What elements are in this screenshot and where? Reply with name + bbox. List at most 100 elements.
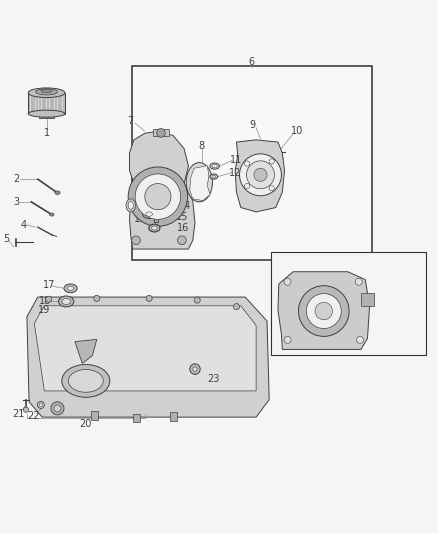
Circle shape — [51, 402, 64, 415]
Polygon shape — [27, 297, 269, 417]
Circle shape — [244, 161, 250, 166]
Ellipse shape — [212, 164, 217, 168]
Ellipse shape — [59, 296, 74, 307]
Polygon shape — [190, 166, 210, 200]
Circle shape — [177, 236, 186, 245]
Bar — [155, 203, 161, 211]
Circle shape — [132, 236, 141, 245]
Text: 3: 3 — [341, 252, 346, 261]
Circle shape — [146, 295, 152, 302]
Text: 8: 8 — [198, 141, 205, 151]
Polygon shape — [34, 306, 256, 391]
Circle shape — [94, 295, 100, 302]
Text: 4: 4 — [377, 305, 382, 314]
Text: 2: 2 — [14, 174, 20, 184]
Circle shape — [135, 174, 180, 220]
Text: 15: 15 — [176, 212, 188, 222]
Bar — [133, 414, 140, 422]
Text: 17: 17 — [42, 280, 55, 290]
Text: 22: 22 — [27, 411, 40, 421]
Text: 12: 12 — [230, 168, 242, 177]
Circle shape — [298, 286, 349, 336]
Text: 19: 19 — [38, 305, 50, 315]
Ellipse shape — [146, 212, 152, 216]
Ellipse shape — [68, 369, 103, 392]
Bar — [91, 411, 98, 420]
Ellipse shape — [28, 110, 65, 117]
Circle shape — [23, 407, 28, 413]
Text: 18: 18 — [39, 296, 51, 306]
Ellipse shape — [62, 298, 71, 304]
Circle shape — [128, 167, 187, 227]
Text: 5: 5 — [3, 234, 9, 244]
Text: 6: 6 — [249, 57, 255, 67]
Text: 9: 9 — [250, 120, 256, 130]
Circle shape — [37, 401, 44, 408]
Ellipse shape — [55, 191, 60, 195]
Circle shape — [39, 403, 42, 407]
Text: 13: 13 — [134, 214, 147, 224]
Bar — [271, 252, 426, 354]
Bar — [154, 213, 158, 222]
Text: 7: 7 — [128, 116, 134, 126]
Polygon shape — [278, 272, 370, 350]
Text: 11: 11 — [230, 156, 242, 165]
Text: 23: 23 — [208, 374, 220, 384]
Text: 20: 20 — [80, 419, 92, 429]
Ellipse shape — [210, 163, 219, 169]
Text: 4: 4 — [20, 220, 26, 230]
Circle shape — [306, 294, 341, 328]
Ellipse shape — [186, 163, 212, 202]
Text: 2: 2 — [297, 252, 303, 261]
Ellipse shape — [152, 226, 157, 230]
Bar — [361, 293, 374, 306]
Text: 5: 5 — [375, 273, 381, 282]
Ellipse shape — [155, 201, 161, 204]
Text: 21: 21 — [12, 409, 25, 419]
Ellipse shape — [128, 201, 134, 209]
Circle shape — [284, 336, 291, 343]
Polygon shape — [235, 140, 285, 212]
Ellipse shape — [35, 89, 57, 95]
Circle shape — [355, 278, 362, 285]
Circle shape — [269, 159, 274, 164]
Ellipse shape — [64, 284, 77, 293]
Circle shape — [357, 336, 364, 343]
Circle shape — [254, 168, 267, 181]
Circle shape — [190, 364, 200, 374]
Circle shape — [269, 185, 274, 191]
Circle shape — [193, 367, 197, 372]
Circle shape — [156, 128, 165, 138]
Circle shape — [284, 278, 291, 285]
Text: 14: 14 — [179, 201, 191, 211]
Ellipse shape — [28, 88, 65, 98]
Ellipse shape — [149, 224, 160, 232]
Circle shape — [145, 183, 171, 210]
Bar — [152, 128, 169, 136]
Bar — [132, 66, 372, 260]
Circle shape — [244, 183, 250, 189]
Circle shape — [46, 296, 52, 302]
Bar — [170, 413, 177, 421]
Bar — [28, 93, 65, 114]
Bar — [39, 113, 54, 118]
Circle shape — [247, 161, 275, 189]
Ellipse shape — [126, 199, 136, 212]
Text: 16: 16 — [177, 223, 189, 233]
Circle shape — [194, 297, 200, 303]
Text: 10: 10 — [290, 126, 303, 136]
Circle shape — [233, 304, 240, 310]
Text: 1: 1 — [43, 128, 49, 138]
Text: 3: 3 — [14, 197, 20, 207]
Circle shape — [54, 405, 61, 412]
Ellipse shape — [143, 210, 155, 219]
Circle shape — [240, 154, 282, 196]
Ellipse shape — [212, 175, 215, 178]
Polygon shape — [75, 340, 97, 364]
Ellipse shape — [67, 286, 74, 290]
Ellipse shape — [210, 174, 218, 179]
Ellipse shape — [41, 89, 52, 93]
Ellipse shape — [49, 213, 54, 216]
Polygon shape — [130, 131, 195, 249]
Circle shape — [315, 302, 332, 320]
